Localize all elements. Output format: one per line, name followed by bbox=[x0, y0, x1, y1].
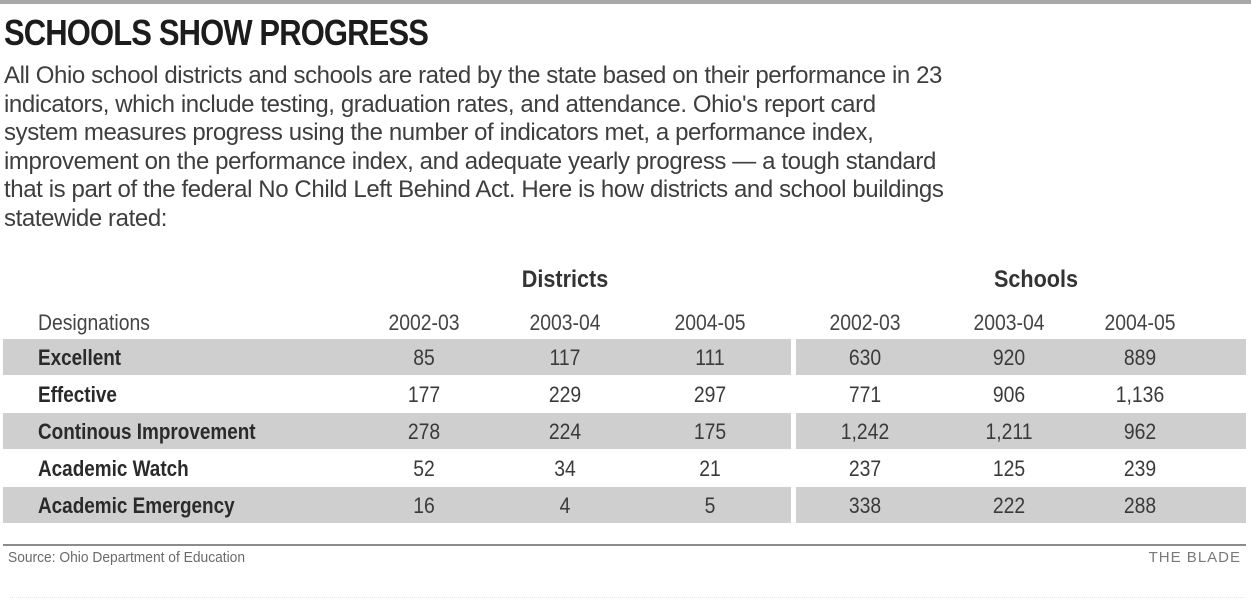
table-cell: 297 bbox=[693, 382, 727, 407]
table-cell: 177 bbox=[407, 382, 441, 407]
table-cell: 4 bbox=[559, 493, 571, 518]
intro-line: system measures progress using the numbe… bbox=[4, 119, 874, 146]
table-cell: 630 bbox=[848, 345, 882, 370]
table-cell: 85 bbox=[413, 345, 435, 370]
table-cell: 125 bbox=[992, 456, 1026, 481]
group-header-schools: Schools bbox=[993, 266, 1079, 293]
table-cell: 1,136 bbox=[1115, 382, 1165, 407]
row-label: Excellent bbox=[38, 345, 122, 370]
table-cell: 52 bbox=[413, 456, 435, 481]
row-shade bbox=[796, 487, 1246, 523]
source-note: Source: Ohio Department of Education bbox=[8, 549, 246, 566]
group-header-districts: Districts bbox=[521, 266, 609, 293]
table-cell: 962 bbox=[1123, 419, 1157, 444]
row-label: Effective bbox=[38, 382, 117, 407]
year-header: 2002-03 bbox=[388, 310, 460, 335]
table-cell: 906 bbox=[992, 382, 1026, 407]
year-header: 2004-05 bbox=[1104, 310, 1176, 335]
year-header: 2004-05 bbox=[674, 310, 746, 335]
table-cell: 920 bbox=[992, 345, 1026, 370]
table-cell: 16 bbox=[413, 493, 435, 518]
table-cell: 1,211 bbox=[985, 419, 1033, 444]
bottom-divider bbox=[10, 597, 1245, 598]
table-row: Excellent 85 117 111 630 920 889 bbox=[3, 339, 1246, 375]
year-header: 2003-04 bbox=[529, 310, 601, 335]
intro-line: indicators, which include testing, gradu… bbox=[4, 90, 876, 118]
row-shade bbox=[3, 413, 791, 449]
footer-rule bbox=[3, 544, 1246, 546]
year-header: 2002-03 bbox=[829, 310, 901, 335]
intro-line: All Ohio school districts and schools ar… bbox=[4, 62, 942, 89]
table-row: Effective 177 229 297 771 906 1,136 bbox=[3, 376, 1246, 412]
table-cell: 34 bbox=[554, 456, 576, 481]
intro-line: improvement on the performance index, an… bbox=[4, 147, 936, 175]
publisher-credit: THE BLADE bbox=[1148, 549, 1241, 566]
table-cell: 237 bbox=[848, 456, 882, 481]
table-cell: 222 bbox=[992, 493, 1026, 518]
intro-paragraph: All Ohio school districts and schools ar… bbox=[4, 62, 1249, 233]
table-cell: 771 bbox=[848, 382, 882, 407]
table-cell: 278 bbox=[407, 419, 441, 444]
table-cell: 21 bbox=[699, 456, 721, 481]
table-row: Academic Watch 52 34 21 237 125 239 bbox=[3, 450, 1246, 486]
row-label: Academic Watch bbox=[38, 456, 189, 481]
row-shade bbox=[796, 413, 1246, 449]
row-label: Academic Emergency bbox=[38, 493, 235, 518]
chart-title: SCHOOLS SHOW PROGRESS bbox=[4, 12, 429, 53]
table-cell: 889 bbox=[1123, 345, 1157, 370]
table-cell: 239 bbox=[1123, 456, 1157, 481]
row-label: Continous Improvement bbox=[38, 419, 256, 444]
table-cell: 111 bbox=[695, 345, 725, 370]
table-cell: 5 bbox=[704, 493, 716, 518]
table-row: Academic Emergency 16 4 5 338 222 288 bbox=[3, 487, 1246, 523]
table-cell: 338 bbox=[848, 493, 882, 518]
table-row: Continous Improvement 278 224 175 1,242 … bbox=[3, 413, 1246, 449]
table-cell: 224 bbox=[548, 419, 582, 444]
intro-line: statewide rated: bbox=[4, 204, 168, 232]
year-header: 2003-04 bbox=[973, 310, 1045, 335]
table-cell: 117 bbox=[549, 345, 581, 370]
intro-line: that is part of the federal No Child Lef… bbox=[4, 176, 944, 203]
top-rule bbox=[0, 0, 1251, 4]
row-shade bbox=[3, 487, 791, 523]
row-shade bbox=[3, 339, 791, 375]
table-cell: 175 bbox=[693, 419, 727, 444]
table-cell: 229 bbox=[548, 382, 582, 407]
table-cell: 288 bbox=[1123, 493, 1157, 518]
designations-header: Designations bbox=[38, 310, 150, 335]
table-cell: 1,242 bbox=[840, 419, 890, 444]
row-shade bbox=[796, 339, 1246, 375]
